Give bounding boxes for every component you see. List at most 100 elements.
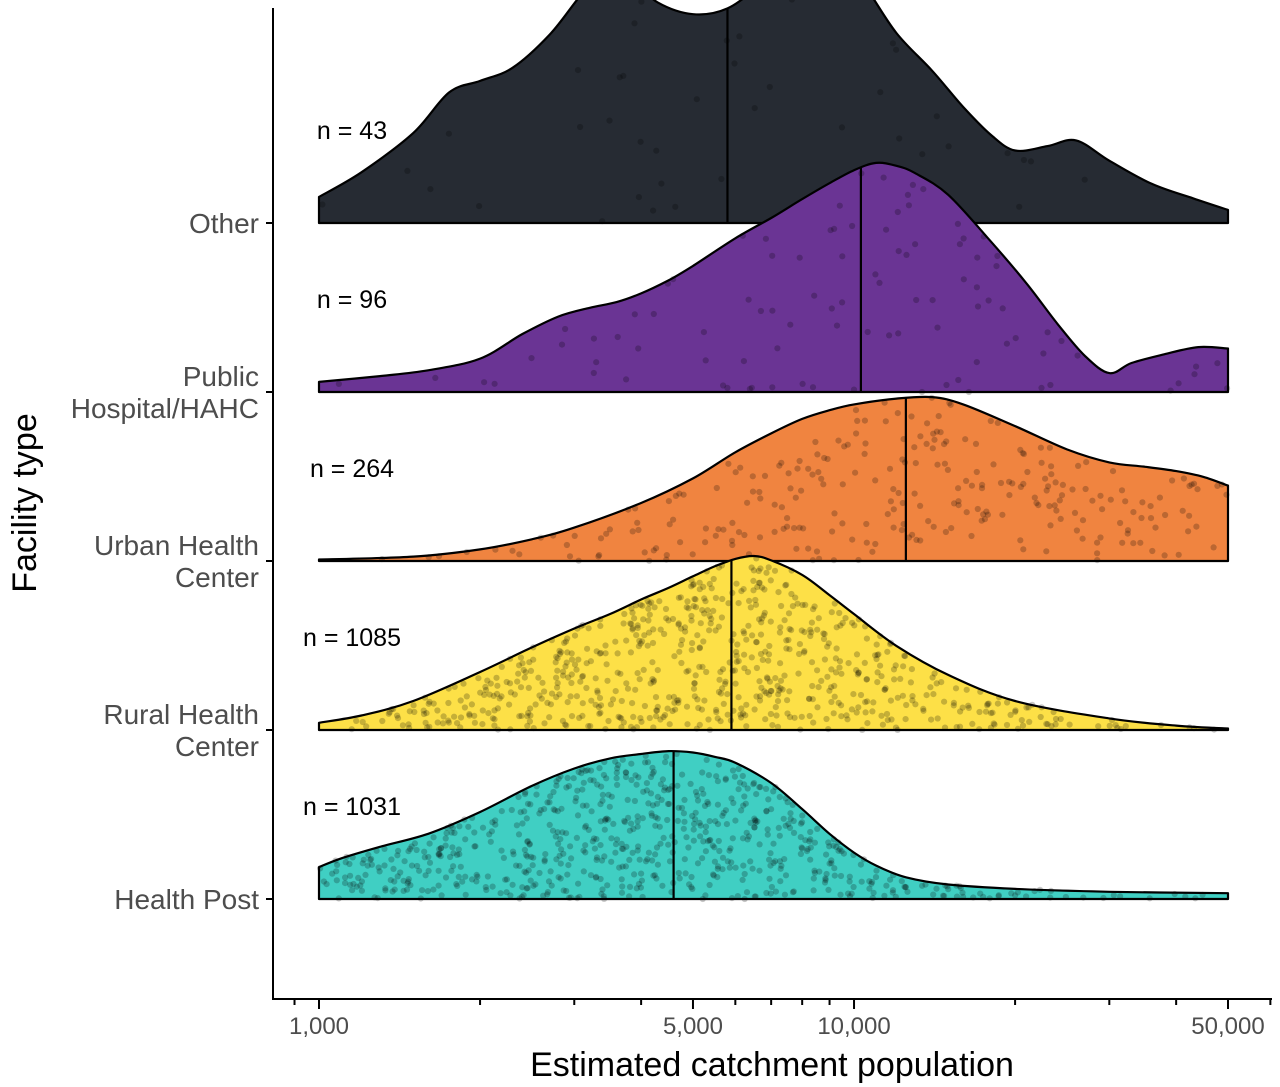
- data-point: [904, 191, 912, 198]
- data-point: [629, 528, 636, 535]
- data-point: [552, 833, 559, 840]
- data-point: [456, 823, 463, 830]
- data-point: [846, 873, 853, 880]
- data-point: [739, 835, 747, 842]
- data-point: [507, 689, 514, 696]
- data-point: [711, 844, 718, 851]
- data-point: [641, 632, 648, 639]
- data-point: [785, 470, 792, 477]
- data-point: [701, 802, 709, 810]
- data-point: [405, 876, 412, 883]
- data-point: [782, 795, 789, 802]
- data-point: [748, 654, 755, 661]
- data-point: [694, 860, 702, 867]
- data-point: [560, 668, 567, 675]
- data-point: [744, 499, 751, 506]
- data-point: [763, 889, 770, 897]
- data-point: [576, 893, 583, 901]
- data-point: [704, 798, 711, 806]
- data-point: [487, 838, 494, 845]
- data-point: [763, 689, 770, 697]
- data-point: [639, 893, 646, 901]
- data-point: [796, 650, 803, 658]
- data-point: [524, 800, 532, 807]
- data-point: [585, 625, 592, 632]
- data-point: [888, 716, 895, 723]
- data-point: [866, 885, 873, 892]
- data-point: [789, 889, 797, 896]
- data-point: [766, 691, 773, 698]
- data-point: [699, 855, 706, 862]
- data-point: [562, 663, 569, 670]
- data-point: [832, 655, 840, 662]
- data-point: [590, 335, 598, 342]
- data-point: [564, 699, 571, 706]
- data-point: [684, 721, 691, 728]
- data-point: [1152, 524, 1159, 531]
- data-point: [650, 768, 657, 775]
- data-point: [492, 817, 499, 824]
- data-point: [554, 655, 561, 662]
- data-point: [457, 714, 465, 721]
- data-point: [1224, 385, 1231, 392]
- data-point: [702, 539, 709, 546]
- data-point: [394, 873, 401, 880]
- data-point: [574, 812, 582, 819]
- data-point: [724, 384, 731, 391]
- data-point: [629, 625, 636, 632]
- data-point: [553, 694, 560, 701]
- data-point: [777, 685, 784, 692]
- data-point: [536, 692, 543, 699]
- data-point: [593, 359, 600, 366]
- data-point: [777, 677, 785, 684]
- data-point: [756, 616, 763, 623]
- data-point: [1006, 492, 1013, 499]
- data-point: [1186, 482, 1193, 490]
- data-point: [733, 658, 740, 665]
- data-point: [793, 545, 800, 552]
- data-point: [335, 380, 342, 387]
- ridge-other: n = 43: [317, 0, 1230, 226]
- data-point: [808, 619, 816, 626]
- data-point: [666, 521, 673, 528]
- data-point: [688, 583, 695, 590]
- data-point: [492, 821, 499, 828]
- data-point: [895, 330, 902, 337]
- data-point: [877, 89, 884, 96]
- data-point: [594, 687, 601, 694]
- data-point: [630, 825, 637, 833]
- data-point: [941, 724, 949, 731]
- data-point: [941, 698, 948, 705]
- data-point: [706, 818, 713, 825]
- data-point: [855, 616, 863, 623]
- data-point: [704, 838, 712, 845]
- data-point: [1038, 704, 1045, 711]
- data-point: [381, 862, 388, 869]
- data-point: [828, 860, 835, 867]
- data-point: [638, 718, 645, 725]
- data-point: [807, 828, 814, 836]
- data-point: [375, 864, 382, 871]
- data-point: [863, 676, 871, 683]
- data-point: [621, 817, 628, 825]
- data-point: [717, 668, 724, 676]
- data-point: [672, 492, 680, 499]
- data-point: [707, 620, 714, 627]
- data-point: [532, 701, 539, 708]
- data-point: [620, 72, 627, 79]
- data-point: [490, 692, 497, 700]
- data-point: [756, 867, 763, 874]
- data-point: [748, 384, 755, 391]
- data-point: [937, 429, 944, 436]
- data-point: [692, 604, 700, 611]
- data-point: [883, 882, 890, 889]
- data-point: [560, 850, 567, 857]
- data-point: [805, 545, 812, 552]
- data-point: [719, 666, 727, 673]
- data-point: [866, 878, 873, 885]
- data-point: [503, 678, 510, 686]
- data-point: [548, 637, 555, 644]
- data-point: [767, 850, 774, 857]
- data-point: [683, 668, 690, 675]
- data-point: [540, 892, 547, 899]
